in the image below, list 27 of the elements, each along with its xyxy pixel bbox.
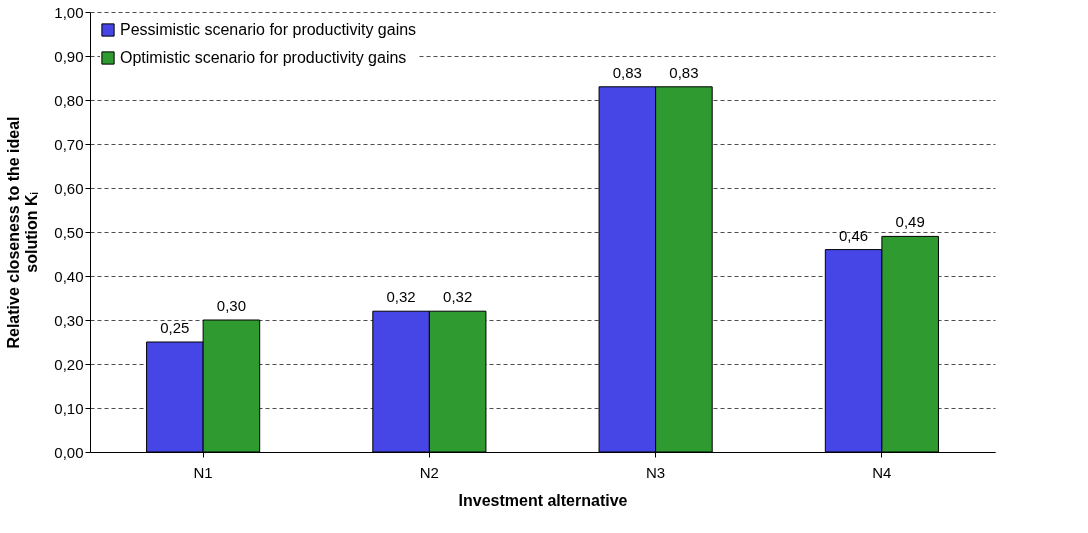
data-label: 0,32 <box>443 288 473 306</box>
data-label: 0,30 <box>216 297 247 314</box>
x-axis-title: Investment alternative <box>458 491 628 509</box>
y-tick-label: 0,30 <box>54 311 84 329</box>
legend-label: Pessimistic scenario for productivity gains <box>120 21 417 38</box>
y-tick-label: 0,60 <box>54 179 84 197</box>
data-label: 0,46 <box>838 226 869 244</box>
y-tick-label: 0,90 <box>54 47 84 65</box>
y-tick-label: 1,00 <box>54 3 84 21</box>
y-tick-label: 0,70 <box>54 135 84 153</box>
data-label: 0,83 <box>669 63 699 81</box>
x-tick-label: N3 <box>646 463 666 481</box>
data-label: 0,49 <box>895 213 925 231</box>
y-tick-label: 0,10 <box>54 399 84 417</box>
data-label: 0,32 <box>386 288 416 306</box>
legend-label: Optimistic scenario for productivity gains <box>120 49 407 66</box>
y-tick-label: 0,80 <box>54 91 84 109</box>
y-tick-label: 0,20 <box>54 355 84 373</box>
data-label: 0,83 <box>612 63 642 81</box>
data-label: 0,25 <box>160 319 190 336</box>
x-tick-label: N4 <box>872 463 892 481</box>
y-tick-label: 0,40 <box>54 267 84 285</box>
y-axis-title: Relative closeness to the ideal solution Kᵢ <box>5 116 41 349</box>
y-tick-label: 0,00 <box>54 443 84 461</box>
x-tick-label: N1 <box>193 463 213 481</box>
y-tick-label: 0,50 <box>54 223 84 241</box>
x-tick-label: N2 <box>419 463 439 481</box>
